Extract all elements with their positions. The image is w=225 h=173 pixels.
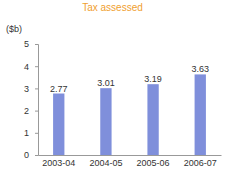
y-tick: 0 bbox=[24, 150, 38, 160]
bars bbox=[53, 74, 206, 155]
data-label: 2.77 bbox=[50, 84, 68, 94]
x-tick-label: 2004-05 bbox=[89, 158, 122, 168]
bar bbox=[195, 74, 206, 155]
x-tick: 2005-06 bbox=[137, 155, 170, 168]
x-tick-label: 2006-07 bbox=[184, 158, 217, 168]
y-tick-label: 5 bbox=[24, 39, 29, 49]
y-tick-label: 0 bbox=[24, 150, 29, 160]
y-axis-label: ($b) bbox=[6, 24, 22, 34]
y-axis: 0 1 2 3 4 5 bbox=[24, 39, 39, 160]
x-tick: 2004-05 bbox=[89, 155, 122, 168]
y-tick-mark bbox=[35, 155, 38, 156]
y-tick-mark bbox=[35, 44, 38, 45]
y-tick-mark bbox=[35, 133, 38, 134]
y-tick-mark bbox=[35, 66, 38, 67]
y-tick-mark bbox=[35, 111, 38, 112]
y-tick: 1 bbox=[24, 128, 38, 138]
y-tick: 2 bbox=[24, 106, 38, 116]
bar bbox=[53, 94, 64, 155]
x-axis: 2003-04 2004-05 2005-06 2006-07 bbox=[39, 155, 222, 168]
y-tick-label: 4 bbox=[24, 62, 29, 72]
y-tick-label: 1 bbox=[24, 128, 29, 138]
y-axis-line bbox=[35, 45, 39, 156]
y-tick-mark bbox=[35, 88, 38, 89]
x-axis-line bbox=[39, 155, 222, 156]
y-tick-label: 2 bbox=[24, 106, 29, 116]
data-label: 3.19 bbox=[144, 74, 162, 84]
x-tick-label: 2003-04 bbox=[42, 158, 75, 168]
data-label: 3.01 bbox=[97, 78, 115, 88]
y-tick: 3 bbox=[24, 84, 38, 94]
y-tick: 4 bbox=[24, 62, 38, 72]
data-label: 3.63 bbox=[191, 64, 209, 74]
y-tick-label: 3 bbox=[24, 84, 29, 94]
y-tick: 5 bbox=[24, 39, 38, 49]
x-tick: 2003-04 bbox=[42, 155, 75, 168]
chart: Tax assessed ($b) 2.77 3.01 3.19 3.63 0 1 2 3 4 5 20… bbox=[0, 0, 225, 173]
bar bbox=[147, 84, 158, 155]
title: Tax assessed bbox=[82, 2, 143, 13]
x-tick-label: 2005-06 bbox=[137, 158, 170, 168]
x-tick: 2006-07 bbox=[184, 155, 217, 168]
bar bbox=[100, 88, 111, 155]
